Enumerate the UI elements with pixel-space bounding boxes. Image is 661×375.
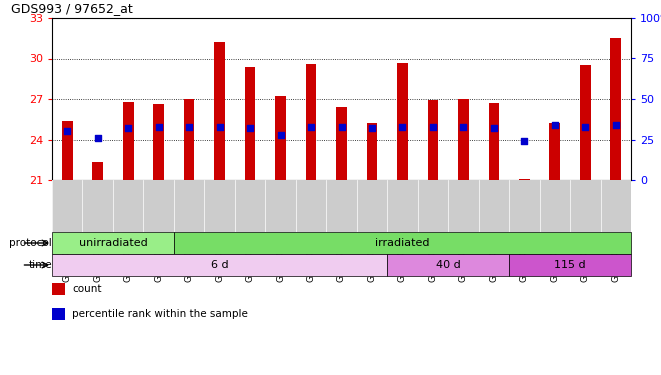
Bar [428, 100, 438, 180]
Text: protocol: protocol [9, 238, 52, 248]
Bar [397, 63, 408, 180]
Bar [275, 96, 286, 180]
Bar [367, 123, 377, 180]
Point [123, 125, 134, 131]
Bar [305, 64, 317, 180]
Point [611, 122, 621, 128]
Text: percentile rank within the sample: percentile rank within the sample [72, 309, 248, 319]
Point [367, 125, 377, 131]
Bar [245, 67, 255, 180]
Bar [123, 102, 134, 180]
Point [275, 132, 286, 138]
Bar [52, 283, 65, 296]
Point [62, 128, 73, 134]
Bar [184, 99, 194, 180]
Text: count: count [72, 284, 102, 294]
Bar [519, 178, 529, 180]
Point [306, 123, 317, 129]
Bar [580, 65, 591, 180]
Text: 40 d: 40 d [436, 260, 461, 270]
Point [397, 123, 408, 129]
FancyBboxPatch shape [174, 232, 631, 254]
Point [214, 123, 225, 129]
Point [549, 122, 560, 128]
Bar [153, 104, 164, 180]
Text: 6 d: 6 d [211, 260, 229, 270]
Bar [52, 308, 65, 320]
Text: irradiated: irradiated [375, 238, 430, 248]
FancyBboxPatch shape [52, 254, 387, 276]
Point [153, 123, 164, 129]
Point [336, 123, 347, 129]
Point [184, 123, 194, 129]
Point [245, 125, 255, 131]
Bar [610, 38, 621, 180]
Text: unirradiated: unirradiated [79, 238, 147, 248]
FancyBboxPatch shape [52, 232, 174, 254]
Point [93, 135, 103, 141]
Bar [336, 107, 347, 180]
Bar [214, 42, 225, 180]
Text: time: time [28, 260, 52, 270]
Point [458, 123, 469, 129]
Point [428, 123, 438, 129]
Text: GDS993 / 97652_at: GDS993 / 97652_at [11, 3, 134, 15]
Point [580, 123, 590, 129]
Bar [488, 103, 499, 180]
Point [519, 138, 529, 144]
Text: 115 d: 115 d [554, 260, 586, 270]
Bar [458, 99, 469, 180]
Bar [549, 123, 560, 180]
Point [488, 125, 499, 131]
FancyBboxPatch shape [509, 254, 631, 276]
Bar [62, 121, 73, 180]
Bar [93, 162, 103, 180]
FancyBboxPatch shape [387, 254, 509, 276]
